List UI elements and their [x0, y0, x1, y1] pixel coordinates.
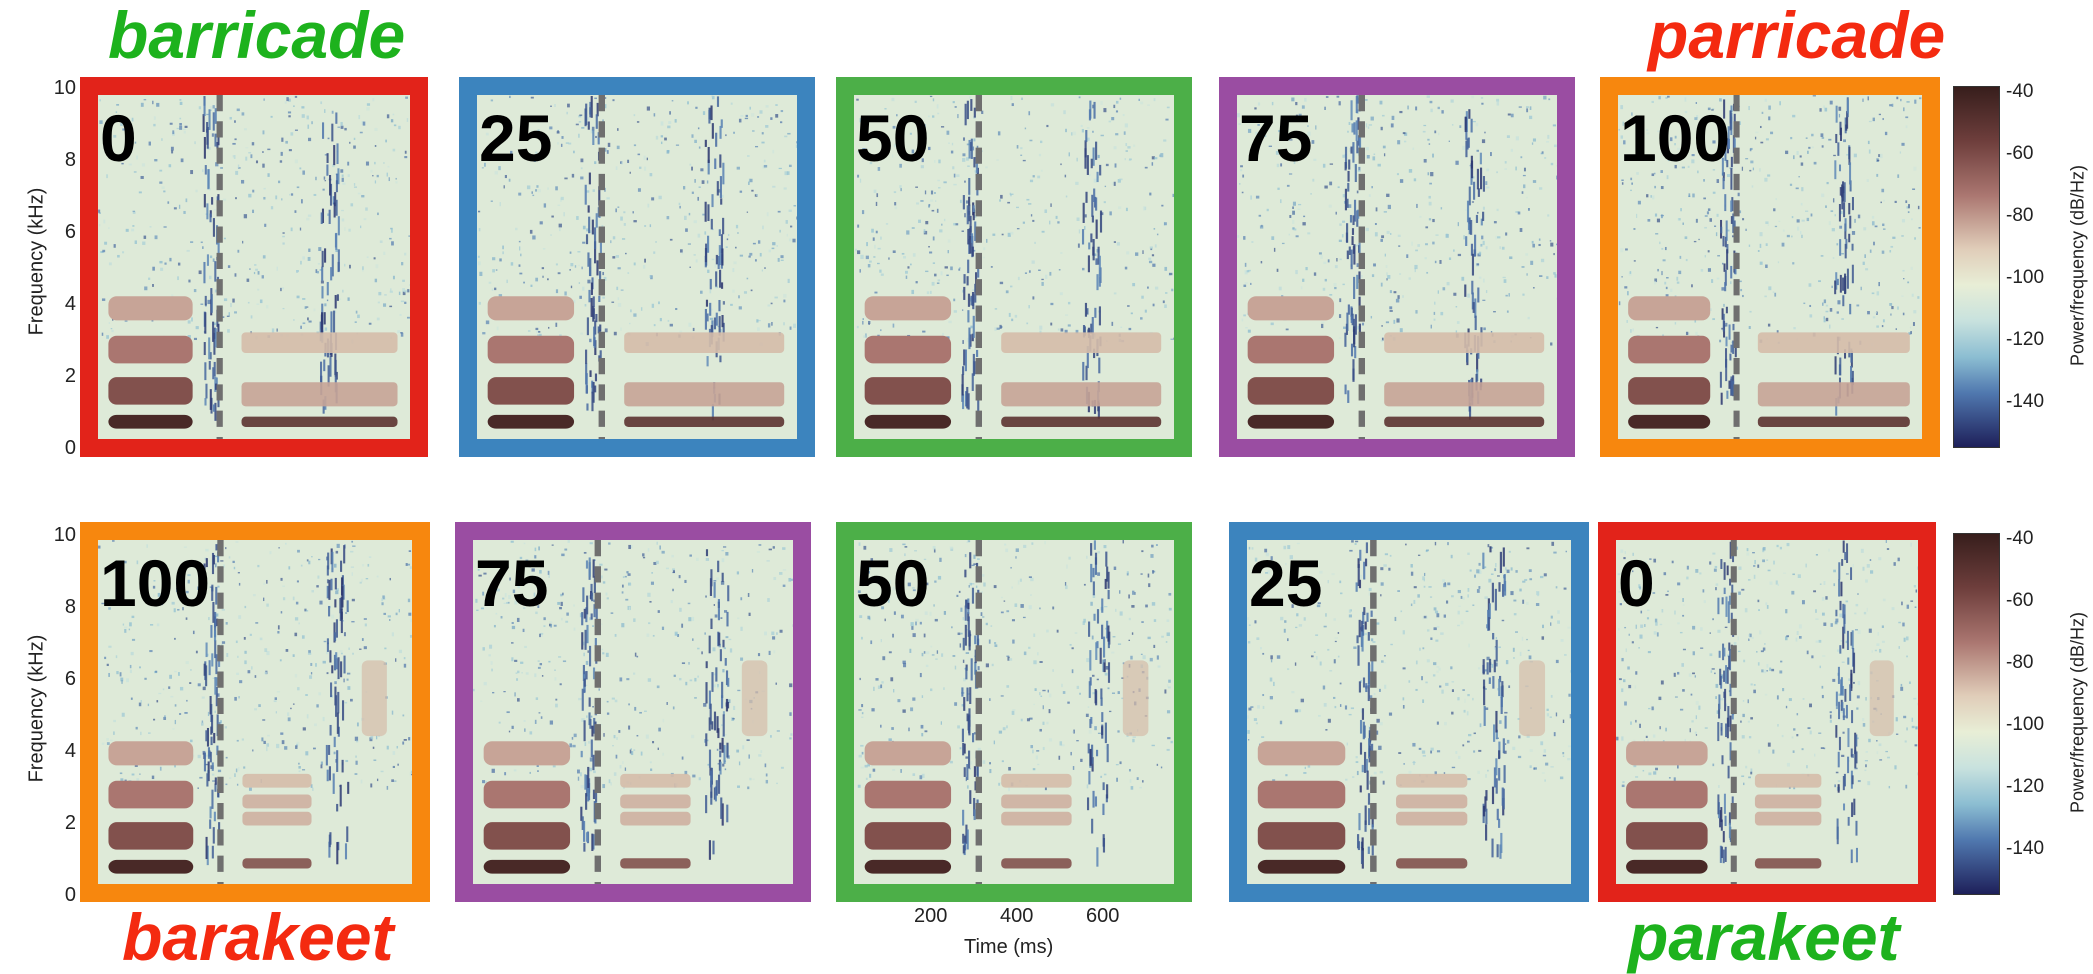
y-tick-bottom: 0: [46, 885, 76, 905]
panel-label: 100: [100, 550, 210, 616]
y-tick-top: 0: [46, 438, 76, 458]
colorbar-tick: -120: [2006, 330, 2044, 350]
y-tick-top: 10: [46, 78, 76, 98]
colorbar-tick: -80: [2006, 206, 2033, 226]
colorbar-tick: -40: [2006, 82, 2033, 102]
colorbar-tick: -100: [2006, 715, 2044, 735]
y-axis-label-bottom: Frequency (kHz): [26, 634, 49, 784]
x-tick: 200: [914, 906, 947, 926]
colorbar-label-bottom: Power/frequency (dB/Hz): [2068, 593, 2089, 833]
spectrogram-svg: [98, 95, 410, 439]
panel-label: 50: [856, 105, 929, 171]
y-tick-bottom: 10: [46, 525, 76, 545]
colorbar-tick: -80: [2006, 653, 2033, 673]
spectrogram-svg: [1616, 540, 1918, 884]
spectrogram-panel: 25: [1229, 522, 1589, 902]
y-tick-bottom: 8: [46, 597, 76, 617]
y-axis-label-top: Frequency (kHz): [26, 187, 49, 337]
spectrogram-panel: 50: [836, 77, 1192, 457]
spectrogram-panel: 100: [1600, 77, 1940, 457]
y-tick-bottom: 6: [46, 669, 76, 689]
colorbar-tick: -120: [2006, 777, 2044, 797]
y-tick-top: 8: [46, 150, 76, 170]
colorbar-label-top: Power/frequency (dB/Hz): [2068, 146, 2089, 386]
spectrogram-image: [1616, 540, 1918, 884]
colorbar-tick: -140: [2006, 392, 2044, 412]
panel-label: 100: [1620, 105, 1730, 171]
panel-label: 50: [856, 550, 929, 616]
word-barakeet: barakeet: [122, 904, 394, 970]
spectrogram-panel: 100: [80, 522, 430, 902]
colorbar-bottom: [1953, 533, 2000, 895]
spectrogram-panel: 50: [836, 522, 1192, 902]
word-parakeet: parakeet: [1628, 904, 1900, 970]
panel-label: 0: [100, 105, 137, 171]
x-tick: 400: [1000, 906, 1033, 926]
spectrogram-panel: 75: [1219, 77, 1575, 457]
panel-label: 75: [475, 550, 548, 616]
word-parricade: parricade: [1648, 2, 1945, 68]
word-barricade: barricade: [108, 2, 405, 68]
colorbar-top: [1953, 86, 2000, 448]
panel-label: 25: [1249, 550, 1322, 616]
spectrogram-panel: 0: [80, 77, 428, 457]
y-tick-top: 6: [46, 222, 76, 242]
y-tick-top: 4: [46, 294, 76, 314]
x-axis-label: Time (ms): [964, 936, 1053, 959]
colorbar-tick: -60: [2006, 591, 2033, 611]
spectrogram-panel: 0: [1598, 522, 1936, 902]
x-tick: 600: [1086, 906, 1119, 926]
y-tick-bottom: 2: [46, 813, 76, 833]
colorbar-tick: -40: [2006, 529, 2033, 549]
spectrogram-panel: 25: [459, 77, 815, 457]
colorbar-tick: -100: [2006, 268, 2044, 288]
spectrogram-image: [98, 95, 410, 439]
colorbar-tick: -60: [2006, 144, 2033, 164]
y-tick-top: 2: [46, 366, 76, 386]
y-tick-bottom: 4: [46, 741, 76, 761]
panel-label: 25: [479, 105, 552, 171]
panel-label: 75: [1239, 105, 1312, 171]
colorbar-tick: -140: [2006, 839, 2044, 859]
panel-label: 0: [1618, 550, 1655, 616]
spectrogram-panel: 75: [455, 522, 811, 902]
